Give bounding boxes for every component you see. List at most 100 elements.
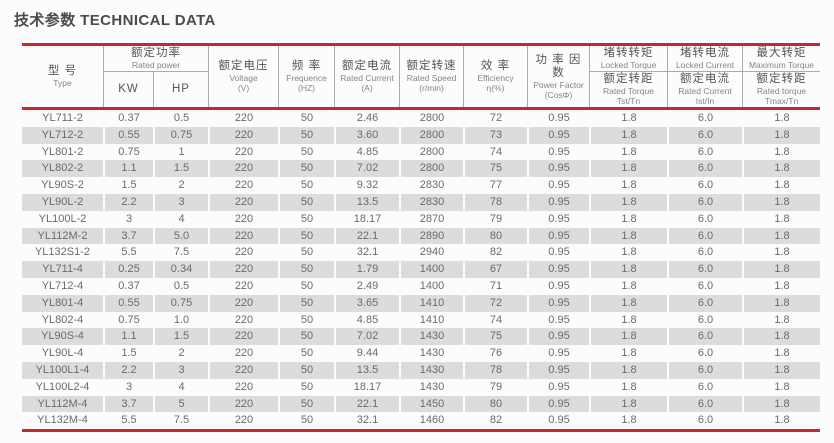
cell-voltage: 220 [208,277,278,295]
cell-power_factor: 0.95 [527,328,589,346]
cell-locked_current_ratio: 6.0 [667,412,742,430]
header-locked-torque-en: Locked Torque [600,60,657,70]
cell-type: YL802-2 [22,160,103,178]
header-efficiency-zh: 效 率 [480,60,511,72]
header-efficiency-en: Efficiency [477,73,514,83]
cell-kw: 1.1 [103,328,153,346]
header-rated-current: 额定电流 Rated Current (A) [334,46,399,107]
cell-power_factor: 0.95 [527,193,589,211]
cell-power_factor: 0.95 [527,177,589,194]
cell-type: YL802-4 [41,313,84,326]
cell-power_factor: 0.95 [527,277,589,295]
cell-kw: 2.2 [103,193,153,211]
cell-locked_current_ratio: 6.0 [667,311,742,329]
table-row: YL100L-2 3 4 220 50 18.17 2870 79 0.95 1.8 6.0 1.8 [22,210,820,228]
cell-kw: 3 [103,210,153,228]
cell-power_factor: 0.95 [527,126,589,144]
cell-locked_torque_ratio: 1.8 [589,177,667,194]
table-row: YL90S-4 1.1 1.5 220 50 7.02 1430 75 0.95 1.8 6.0 1.… [22,328,820,346]
header-kw: KW [103,72,153,107]
header-power-factor-en: Power Factor [533,79,584,90]
cell-rated_speed: 2800 [399,143,463,161]
cell-rated_current: 22.1 [334,395,399,413]
header-type-zh: 型 号 [47,65,78,77]
header-voltage-unit: (V) [237,83,250,93]
page-title: 技术参数 TECHNICAL DATA [14,12,216,29]
cell-kw: 0.37 [103,110,153,127]
cell-type: YL90S-2 [41,179,84,192]
cell-type: YL801-4 [22,294,103,312]
header-frequency-en: Frequence [286,73,327,83]
header-rated-power-zh: 额定功率 [131,47,181,59]
cell-hp: 5.0 [153,227,208,245]
cell-max_torque_ratio: 1.8 [742,244,820,262]
cell-frequency: 50 [278,412,334,430]
cell-hp: 3 [153,193,208,211]
table-row: YL801-2 0.75 1 220 50 4.85 2800 74 0.95 1.8 6.0 1.8 [22,143,820,161]
cell-kw: 3.7 [103,227,153,245]
cell-locked_current_ratio: 6.0 [667,110,742,127]
cell-type: YL100L2-4 [35,380,90,393]
cell-type: YL711-4 [22,261,103,278]
table-row: YL112M-2 3.7 5.0 220 50 22.1 2890 80 0.95 1.8 6.0 1… [22,227,820,245]
cell-locked_torque_ratio: 1.8 [589,361,667,379]
cell-locked_current_ratio: 6.0 [667,277,742,295]
cell-max_torque_ratio: 1.8 [742,193,820,211]
cell-hp: 1 [153,143,208,161]
header-locked-current-en: Locked Current [675,60,735,70]
cell-rated_speed: 1400 [399,277,463,295]
cell-rated_current: 7.02 [334,160,399,178]
cell-locked_torque_ratio: 1.8 [589,328,667,346]
cell-efficiency: 79 [463,378,527,396]
cell-frequency: 50 [278,277,334,295]
cell-max_torque_ratio: 1.8 [742,227,820,245]
table-row: YL132M-4 5.5 7.5 220 50 32.1 1460 82 0.95 1.8 6.0 1… [22,412,820,430]
header-hp: HP [153,72,208,107]
cell-locked_current_ratio: 6.0 [667,227,742,245]
cell-locked_current_ratio: 6.0 [667,126,742,144]
cell-voltage: 220 [208,210,278,228]
cell-voltage: 220 [208,261,278,278]
cell-frequency: 50 [278,345,334,362]
cell-hp: 1.5 [153,328,208,346]
cell-rated_speed: 1460 [399,412,463,430]
cell-rated_speed: 2830 [399,177,463,194]
cell-max_torque_ratio: 1.8 [742,345,820,362]
cell-locked_current_ratio: 6.0 [667,328,742,346]
cell-kw: 0.25 [103,261,153,278]
cell-frequency: 50 [278,193,334,211]
cell-max_torque_ratio: 1.8 [742,160,820,178]
cell-efficiency: 80 [463,395,527,413]
cell-rated_speed: 2870 [399,210,463,228]
cell-rated_current: 32.1 [334,412,399,430]
cell-rated_current: 13.5 [334,361,399,379]
cell-rated_current: 2.49 [334,277,399,295]
cell-type: YL100L1-4 [22,361,103,379]
cell-rated_current: 18.17 [334,210,399,228]
header-kw-label: KW [118,83,139,95]
table-row: YL711-4 0.25 0.34 220 50 1.79 1400 67 0.95 1.8 6.0… [22,261,820,278]
cell-type: YL132S1-2 [34,246,91,259]
cell-efficiency: 78 [463,193,527,211]
header-locked-current-sub-en: Rated Current [678,86,732,96]
cell-rated_current: 1.79 [334,261,399,278]
cell-rated_current: 4.85 [334,311,399,329]
header-locked-current: 堵转电流 Locked Current [667,46,742,72]
cell-voltage: 220 [208,378,278,396]
cell-voltage: 220 [208,311,278,329]
cell-frequency: 50 [278,126,334,144]
header-locked-torque-sub-zh: 额定转距 [603,73,654,85]
cell-locked_current_ratio: 6.0 [667,294,742,312]
cell-voltage: 220 [208,395,278,413]
cell-locked_torque_ratio: 1.8 [589,412,667,430]
cell-rated_speed: 2800 [399,160,463,178]
cell-rated_current: 4.85 [334,143,399,161]
cell-locked_torque_ratio: 1.8 [589,193,667,211]
table-row: YL90L-4 1.5 2 220 50 9.44 1430 76 0.95 1.8 6.0 1.8 [22,345,820,362]
cell-kw: 0.37 [103,277,153,295]
header-locked-current-sub: 额定电流 Rated Current Ist/In [667,72,742,107]
cell-voltage: 220 [208,193,278,211]
cell-rated_speed: 2800 [399,110,463,127]
cell-type: YL801-2 [41,145,84,158]
